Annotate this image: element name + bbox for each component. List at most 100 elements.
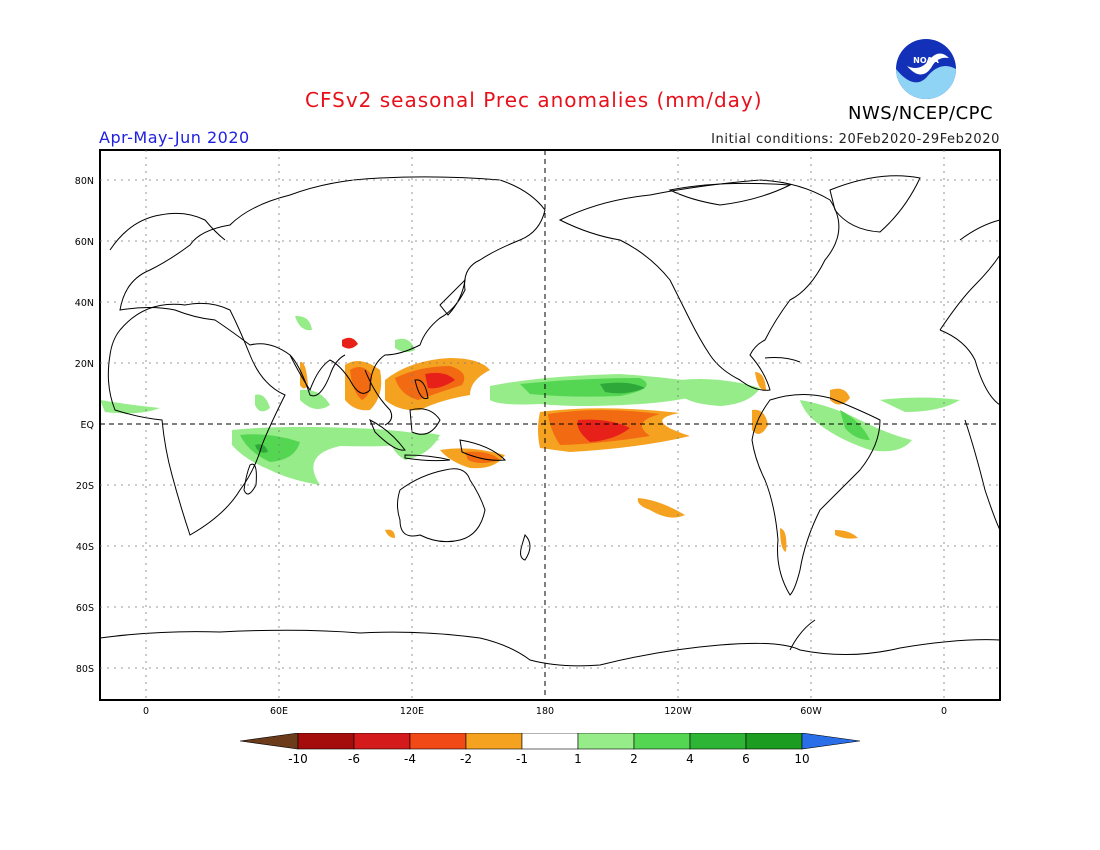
colorbar-label: -1 <box>516 752 528 766</box>
wet-anomaly-east-pacific <box>680 379 760 406</box>
equator-dateline <box>100 150 1000 700</box>
lat-label: 60N <box>75 237 94 248</box>
wet-anomaly-arabian-sea <box>255 394 270 412</box>
dry-anomaly-south-pacific <box>637 498 685 518</box>
colorbar-label: 6 <box>742 752 750 766</box>
australia-coastline <box>397 468 486 543</box>
wet-anomaly-indian-ocean-core <box>240 434 300 462</box>
lat-label: 80S <box>76 664 94 675</box>
borneo-coastline <box>409 408 441 435</box>
western-europe-coastline <box>939 254 1001 331</box>
colorbar-arrow-right <box>801 733 861 750</box>
colorbar-label: 4 <box>686 752 694 766</box>
agency-label: NWS/NCEP/CPC <box>848 103 994 124</box>
south-america-coastline <box>751 394 881 596</box>
wet-anomaly-itcz-pacific-peak <box>600 382 645 394</box>
initial-conditions-label: Initial conditions: 20Feb2020-29Feb2020 <box>711 132 1000 147</box>
philippines-coastline <box>414 379 429 400</box>
north-america-coastline <box>558 179 840 391</box>
colorbar-box <box>409 733 467 750</box>
lat-label: 80N <box>75 176 94 187</box>
wet-anomaly-maritime <box>390 433 440 460</box>
caribbean-coastline <box>764 357 801 363</box>
antarctic-peninsula-coastline <box>789 619 816 651</box>
new-guinea-coastline <box>459 439 507 461</box>
season-label: Apr-May-Jun 2020 <box>99 128 250 147</box>
arctic-islands-coastline <box>668 182 792 206</box>
colorbar-box <box>297 733 355 750</box>
africa-east-right-coastline <box>964 419 1001 531</box>
eurasia-coastline <box>119 176 546 394</box>
dry-anomaly-tasman <box>385 529 395 538</box>
colorbar-arrow-left <box>240 733 299 750</box>
colorbar-label: -6 <box>348 752 360 766</box>
new-zealand-coastline <box>520 534 531 561</box>
colorbar-box <box>353 733 411 750</box>
lon-label: 60W <box>800 706 822 717</box>
west-africa-right-coastline <box>939 329 1001 406</box>
lon-label: 120E <box>400 706 424 717</box>
lat-label: 40S <box>76 542 94 553</box>
dry-anomaly-south-atlantic <box>835 530 858 539</box>
japan-coastline <box>439 278 466 316</box>
noaa-logo: NOAA <box>896 39 956 99</box>
wet-anomaly-amazon-core <box>840 410 870 440</box>
lon-label: 180 <box>536 706 554 717</box>
anomaly-fields <box>100 315 960 552</box>
africa-coastline <box>107 302 286 536</box>
dry-anomaly-brazil-ne <box>830 388 850 405</box>
lon-label: 0 <box>143 706 149 717</box>
indochina-coastline <box>364 369 393 426</box>
dry-anomaly-colombia <box>752 409 768 434</box>
madagascar-coastline <box>243 463 257 495</box>
lat-label: 40N <box>75 298 94 309</box>
colorbar-box <box>521 733 579 750</box>
dry-anomaly-bay-of-bengal-core <box>350 366 372 400</box>
india-coastline <box>289 354 346 397</box>
dry-anomaly-chile <box>780 528 787 552</box>
dry-anomaly-central-pacific-peak <box>577 419 630 442</box>
java-coastline <box>404 454 451 462</box>
wet-anomaly-china <box>395 338 415 353</box>
scandinavia-right-coastline <box>959 219 1001 241</box>
dry-anomaly-central-america <box>755 372 766 391</box>
colorbar-label: 2 <box>630 752 638 766</box>
lat-label: 20N <box>75 359 94 370</box>
colorbar-label: -10 <box>288 752 308 766</box>
colorbar-box <box>465 733 523 750</box>
lon-label: 60E <box>270 706 288 717</box>
map-frame <box>99 149 1001 701</box>
dry-anomaly-philippine-sea-peak <box>425 372 455 389</box>
wet-anomaly-indian-ocean-peak <box>255 444 268 453</box>
wet-anomaly-tibet <box>295 315 312 331</box>
colorbar: -10 -6 -4 -2 -1 1 2 4 6 10 <box>240 733 861 766</box>
latitude-labels: 80N 60N 40N 20N EQ 20S 40S 60S 80S <box>75 176 94 675</box>
wet-anomaly-atlantic-itcz <box>880 397 960 412</box>
lat-label: EQ <box>81 420 94 431</box>
colorbar-box <box>745 733 803 750</box>
map-title: CFSv2 seasonal Prec anomalies (mm/day) <box>305 88 763 112</box>
lon-label: 120W <box>664 706 692 717</box>
colorbar-box <box>577 733 635 750</box>
colorbar-box <box>633 733 691 750</box>
lat-label: 60S <box>76 603 94 614</box>
wet-anomaly-west-africa <box>100 400 160 414</box>
europe-north-coastline <box>109 212 226 251</box>
colorbar-label: -2 <box>460 752 472 766</box>
colorbar-label: -4 <box>404 752 416 766</box>
antarctica-coastline <box>99 629 1001 667</box>
dry-anomaly-tibet <box>342 337 358 349</box>
lat-label: 20S <box>76 481 94 492</box>
graticule <box>100 150 1000 700</box>
dry-anomaly-india-west <box>300 361 308 389</box>
colorbar-box <box>689 733 747 750</box>
longitude-labels: 0 60E 120E 180 120W 60W 0 <box>143 706 947 717</box>
lon-label: 0 <box>941 706 947 717</box>
wet-anomaly-india-south <box>300 389 330 409</box>
sumatra-coastline <box>369 418 406 451</box>
greenland-coastline <box>829 175 921 233</box>
noaa-logo-text: NOAA <box>913 56 939 65</box>
colorbar-label: 10 <box>794 752 809 766</box>
colorbar-label: 1 <box>574 752 582 766</box>
